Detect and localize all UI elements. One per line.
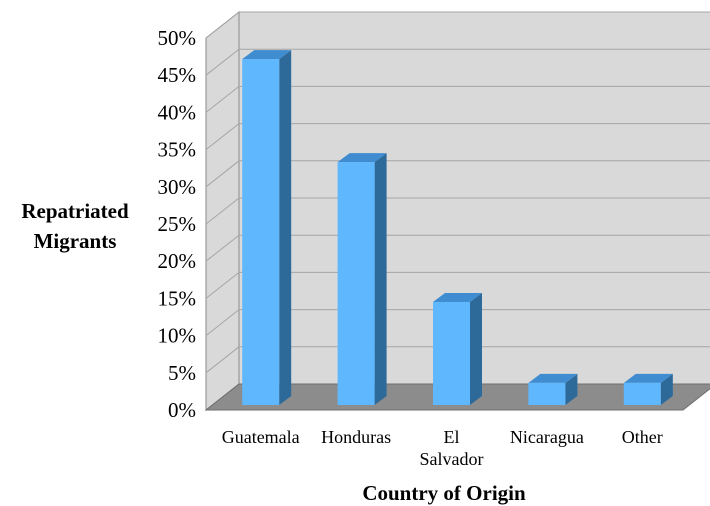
gridline: [205, 160, 710, 188]
bar-side: [565, 373, 578, 405]
bar: [623, 373, 673, 405]
y-tick-label: 40%: [158, 100, 197, 124]
y-tick-label: 35%: [158, 138, 197, 162]
bar-front: [337, 162, 375, 405]
y-tick-label: 20%: [158, 249, 197, 273]
y-tick-label: 15%: [158, 286, 197, 310]
y-tick-label: 0%: [168, 398, 196, 422]
y-tick-label: 45%: [158, 63, 197, 87]
gridline: [205, 346, 710, 374]
bar: [242, 50, 292, 405]
y-tick-label: 10%: [158, 324, 197, 348]
bar-front: [623, 382, 661, 405]
bar-side: [470, 292, 482, 405]
bar-side: [660, 373, 673, 405]
bar-side: [279, 50, 292, 405]
gridline: [205, 123, 710, 150]
bar-top: [433, 292, 482, 302]
gridline: [205, 197, 710, 225]
bar: [337, 153, 387, 405]
bar: [433, 292, 482, 405]
bar-front: [242, 59, 280, 405]
bar: [528, 373, 578, 405]
y-tick-label: 5%: [168, 361, 196, 385]
bar-front: [528, 382, 566, 405]
bar-top: [337, 153, 387, 163]
bar-top: [242, 50, 292, 60]
x-tick-label: Honduras: [321, 427, 391, 447]
y-tick-label: 30%: [158, 175, 197, 199]
gridline: [205, 48, 710, 76]
bars: [242, 50, 673, 405]
x-tick-label: Nicaragua: [510, 427, 584, 447]
gridline: [205, 309, 710, 336]
gridline: [205, 85, 710, 113]
bar-side: [374, 153, 387, 405]
y-tick-label: 25%: [158, 212, 197, 236]
y-tick-label: 50%: [158, 26, 197, 50]
x-tick-label: El Salvador: [420, 427, 484, 469]
gridline: [205, 271, 710, 299]
bar-top: [528, 373, 578, 383]
x-tick-label: Guatemala: [222, 427, 300, 447]
bar-front: [433, 301, 470, 405]
x-axis-title: Country of Origin: [362, 481, 526, 505]
x-axis-ticks: Guatemala Honduras El Salvador Nicaragua Othe…: [222, 427, 663, 469]
y-axis-ticks: 0% 5% 10% 15% 20% 25% 30% 35% 40% 45% 50%: [158, 26, 197, 422]
bar-top: [623, 373, 673, 383]
y-axis-title: Repatriated Migrants: [21, 199, 129, 253]
x-tick-label: Other: [622, 427, 663, 447]
gridline: [205, 11, 710, 39]
gridline: [205, 234, 710, 262]
